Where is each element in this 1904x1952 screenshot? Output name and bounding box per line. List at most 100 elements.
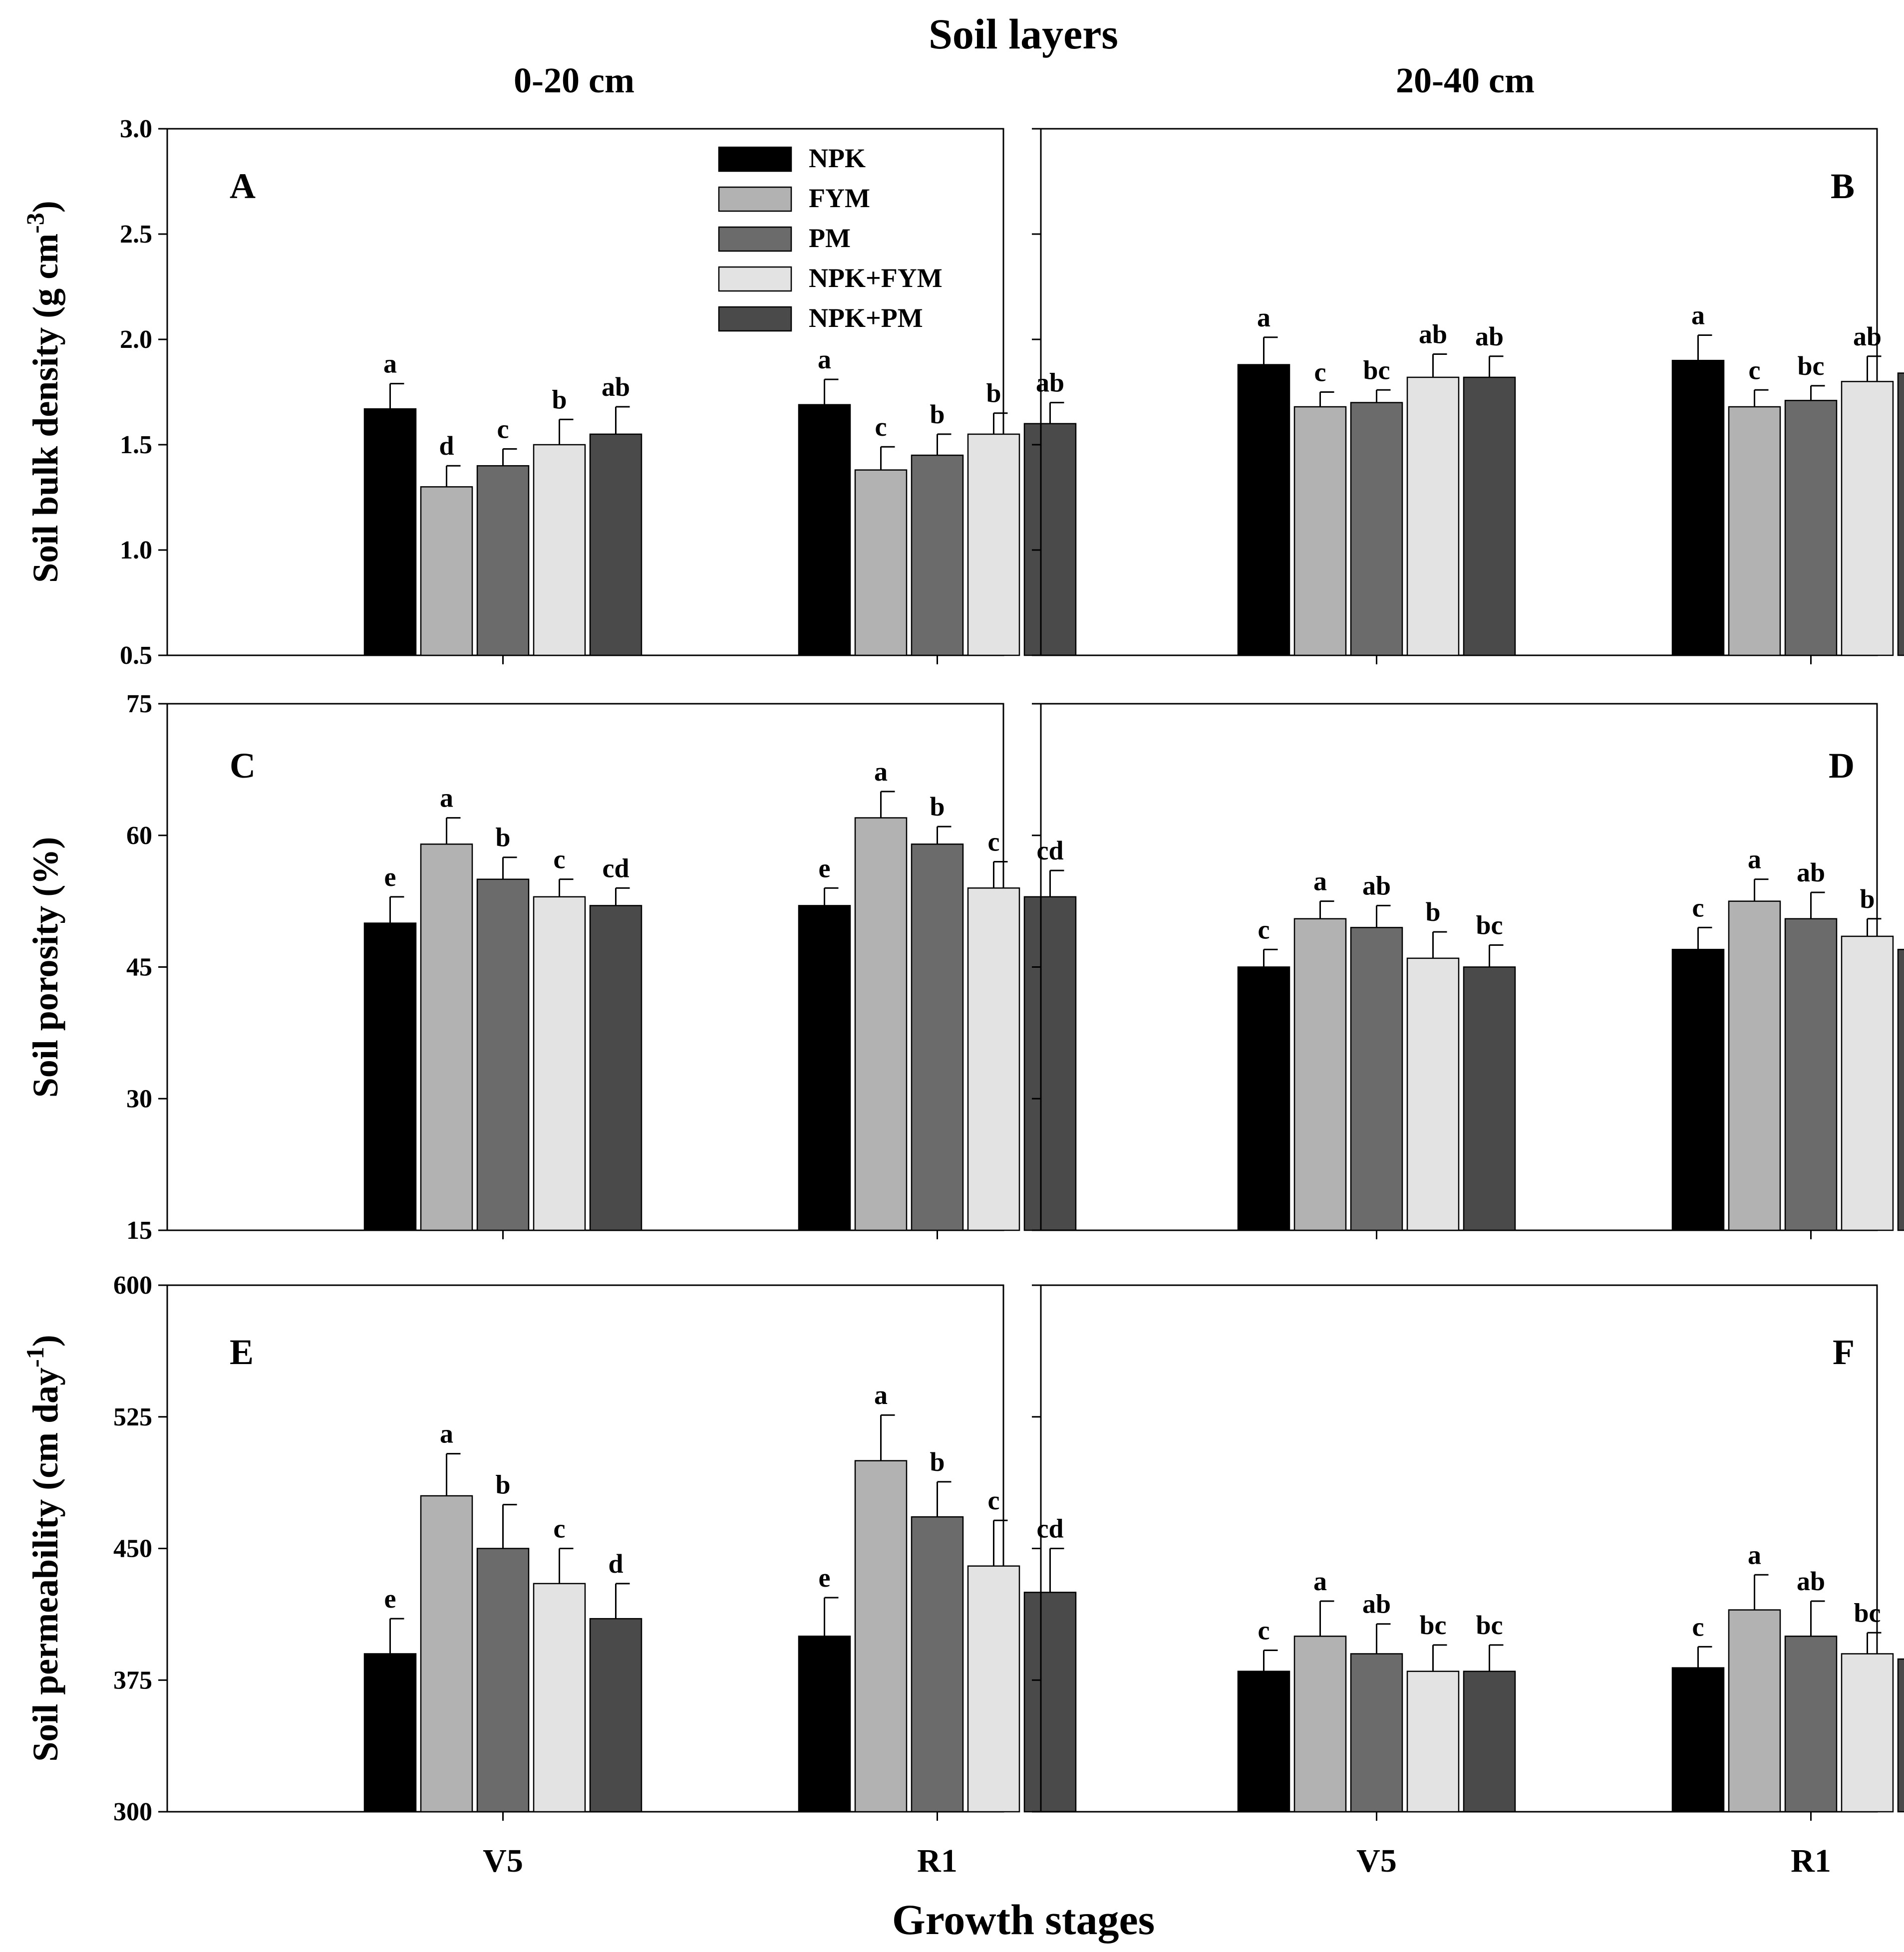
bar-pm-r1 [911,1516,964,1813]
bar-npk-v5 [1237,364,1290,656]
bar-pm-v5 [476,1548,530,1813]
legend-swatch-npk [718,146,792,172]
significance-letter: a [440,783,453,813]
y-tick-label: 2.0 [120,325,152,354]
y-tick-label: 0.5 [120,641,152,670]
significance-letter: b [1860,884,1875,914]
bar-npk-fym-v5 [1406,376,1460,656]
bar-pm-r1 [911,843,964,1231]
x-axis-title: Growth stages [892,1896,1155,1944]
bar-npk-pm-r1 [1023,423,1077,656]
bar-npk-r1 [798,1636,851,1813]
significance-letter: e [384,862,396,892]
panel-letter: B [1831,166,1855,206]
bar-npk-fym-v5 [1406,1671,1460,1813]
y-axis-titles: Soil bulk density (g cm-3) Soil porosity … [21,201,65,1762]
bar-fym-v5 [1293,918,1347,1231]
legend-swatch-npk-pm [718,306,792,332]
column-title-20-40: 20-40 cm [1396,60,1535,100]
bar-npk-fym-r1 [1841,1653,1894,1813]
bar-pm-r1 [1784,400,1838,656]
bar-npk-v5 [363,922,417,1231]
bar-npk-pm-r1 [1897,372,1904,656]
y-tick-label: 75 [126,690,152,718]
bar-npk-pm-v5 [589,905,642,1231]
bar-pm-v5 [476,878,530,1231]
significance-letter: b [986,378,1001,408]
significance-letter: a [874,1380,888,1410]
y-tick-label: 1.5 [120,431,152,459]
bar-pm-r1 [911,454,964,656]
significance-letter: a [1313,1566,1327,1596]
legend-label: NPK [809,143,866,173]
bar-npk-fym-r1 [967,1565,1020,1813]
legend-label: NPK+FYM [809,263,943,293]
y-tick-label: 30 [126,1085,152,1113]
significance-letter: a [383,349,397,379]
panel-b: Bacbcababacbcabab [1032,128,1904,664]
significance-letter: b [930,1447,945,1477]
bar-npk-pm-v5 [1463,1671,1516,1813]
significance-letter: a [1691,300,1705,330]
significance-letter: c [1314,357,1326,387]
y-tick-label: 2.5 [120,220,152,249]
significance-letter: d [439,431,454,461]
bar-fym-v5 [1293,1636,1347,1813]
bar-npk-pm-v5 [589,1618,642,1813]
significance-letter: c [1692,892,1704,922]
bar-fym-r1 [854,817,908,1231]
significance-letter: ab [1362,870,1391,900]
y-tick-label: 3.0 [120,115,152,143]
significance-letter: bc [1854,1598,1881,1628]
bar-npk-fym-v5 [533,1583,586,1813]
bar-fym-v5 [1293,406,1347,656]
significance-letter: c [554,844,566,874]
bar-fym-r1 [1728,1609,1781,1813]
legend-swatch-fym [718,186,792,212]
bar-npk-fym-v5 [533,444,586,656]
bar-npk-pm-v5 [1463,966,1516,1231]
panel-f: FV5caabbcbcR1caabbcbc [1032,1284,1904,1879]
significance-letter: a [818,344,831,374]
significance-letter: b [495,823,510,852]
significance-letter: c [988,1485,1000,1515]
bar-npk-r1 [1671,1667,1725,1813]
significance-letter: a [1748,1540,1761,1570]
significance-letter: d [608,1549,623,1579]
bar-npk-fym-r1 [1841,381,1894,656]
bar-fym-r1 [854,1460,908,1813]
significance-letter: a [1313,866,1327,896]
significance-letter: bc [1363,355,1390,385]
significance-letter: a [440,1419,453,1449]
significance-letter: ab [1797,857,1825,887]
bar-fym-r1 [1728,406,1781,656]
significance-letter: b [495,1470,510,1500]
y-tick-label: 60 [126,822,152,850]
legend-label: NPK+PM [809,303,923,333]
significance-letter: c [875,412,887,442]
bar-npk-pm-r1 [1897,1658,1904,1813]
panel-letter: C [230,746,256,786]
panel-letter: A [230,166,256,206]
bar-pm-r1 [1784,1636,1838,1813]
y-axis-title: Soil permeability (cm day-1) [21,1335,65,1762]
significance-letter: a [1748,844,1761,874]
significance-letter: bc [1476,910,1503,940]
bar-fym-r1 [854,469,908,656]
significance-letter: c [1692,1612,1704,1642]
panel-letter: E [230,1332,254,1372]
bar-npk-fym-r1 [967,887,1020,1231]
y-tick-label: 1.0 [120,536,152,564]
y-tick-label: 525 [113,1403,152,1431]
significance-letter: c [554,1514,566,1544]
bar-npk-r1 [798,404,851,656]
significance-letter: b [930,792,945,822]
bar-pm-r1 [1784,918,1838,1231]
bar-pm-v5 [476,465,530,656]
bar-npk-r1 [1671,949,1725,1231]
y-tick-label: 300 [113,1798,152,1826]
significance-letter: bc [1476,1610,1503,1640]
y-tick-label: 375 [113,1666,152,1694]
